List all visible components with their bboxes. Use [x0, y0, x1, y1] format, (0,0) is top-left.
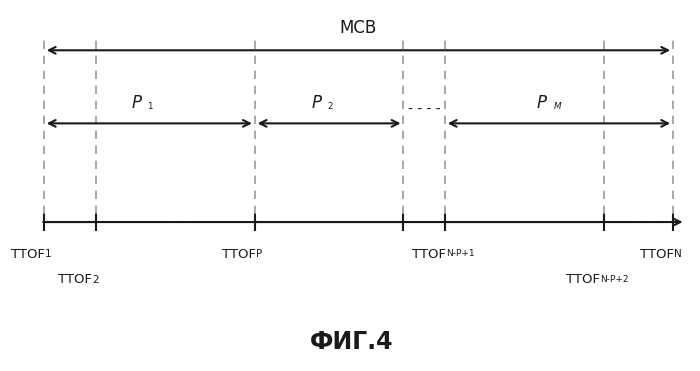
Text: N-P+1: N-P+1 — [447, 249, 475, 259]
Text: TTOF: TTOF — [222, 247, 256, 260]
Text: 1: 1 — [46, 249, 52, 259]
Text: N: N — [674, 249, 682, 259]
Text: $_1$: $_1$ — [147, 99, 154, 112]
Text: P: P — [256, 249, 262, 259]
Text: $_2$: $_2$ — [327, 99, 334, 112]
Text: TTOF: TTOF — [412, 247, 447, 260]
Text: $P$: $P$ — [131, 94, 143, 112]
Text: ФИГ.4: ФИГ.4 — [310, 329, 393, 354]
Text: TTOF: TTOF — [11, 247, 46, 260]
Text: TTOF: TTOF — [640, 247, 674, 260]
Text: 2: 2 — [92, 275, 99, 285]
Text: N-P+2: N-P+2 — [601, 275, 629, 284]
Text: $P$: $P$ — [311, 94, 323, 112]
Text: TTOF: TTOF — [566, 273, 601, 286]
Text: $_M$: $_M$ — [554, 99, 563, 112]
Text: - - - -: - - - - — [408, 102, 440, 116]
Text: МСВ: МСВ — [340, 20, 377, 37]
Text: $P$: $P$ — [536, 94, 547, 112]
Text: TTOF: TTOF — [58, 273, 92, 286]
